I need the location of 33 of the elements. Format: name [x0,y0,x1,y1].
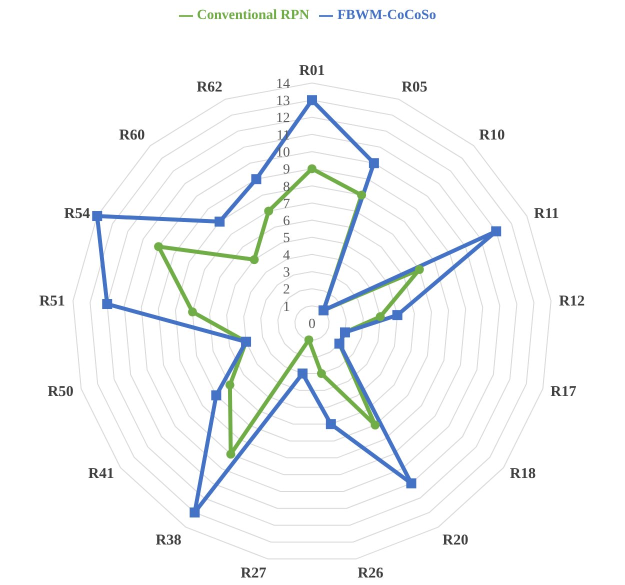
spoke-label: R12 [558,293,585,310]
spoke-label: R11 [534,206,560,222]
spoke-label: R51 [39,293,66,310]
y-tick-label: 5 [283,231,290,246]
spoke-label: R17 [550,384,577,400]
spoke-label: R26 [358,565,384,582]
y-tick-label: 0 [308,316,316,332]
y-tick-label: 12 [276,111,290,126]
spoke-label: R01 [299,63,325,79]
spoke-label: R62 [196,80,222,96]
spoke-label: R54 [64,206,90,222]
spoke-label: R20 [442,532,468,549]
spoke-label: R27 [240,565,267,582]
y-tick-label: 14 [276,76,290,92]
spoke-label: R38 [156,532,182,549]
y-tick-label: 10 [276,145,290,160]
y-tick-label: 2 [283,282,290,298]
y-tick-label: 3 [283,265,290,280]
y-tick-label: 7 [283,196,290,212]
y-tick-label: 9 [283,162,290,178]
y-tick-label: 13 [276,94,290,110]
spoke-label: R18 [510,466,536,482]
legend-label: Conventional RPN [196,8,310,23]
spoke-label: R41 [88,466,114,482]
spoke-label: R50 [48,384,74,400]
y-tick-label: 8 [283,180,290,195]
spoke-label: R60 [119,128,145,144]
y-tick-label: 1 [283,300,290,315]
spoke-label: R10 [479,128,505,144]
y-tick-label: 6 [283,214,290,230]
y-tick-label: 4 [283,248,290,264]
legend-label: FBWM-CoCoSo [337,8,436,23]
spoke-label: R05 [402,80,428,96]
